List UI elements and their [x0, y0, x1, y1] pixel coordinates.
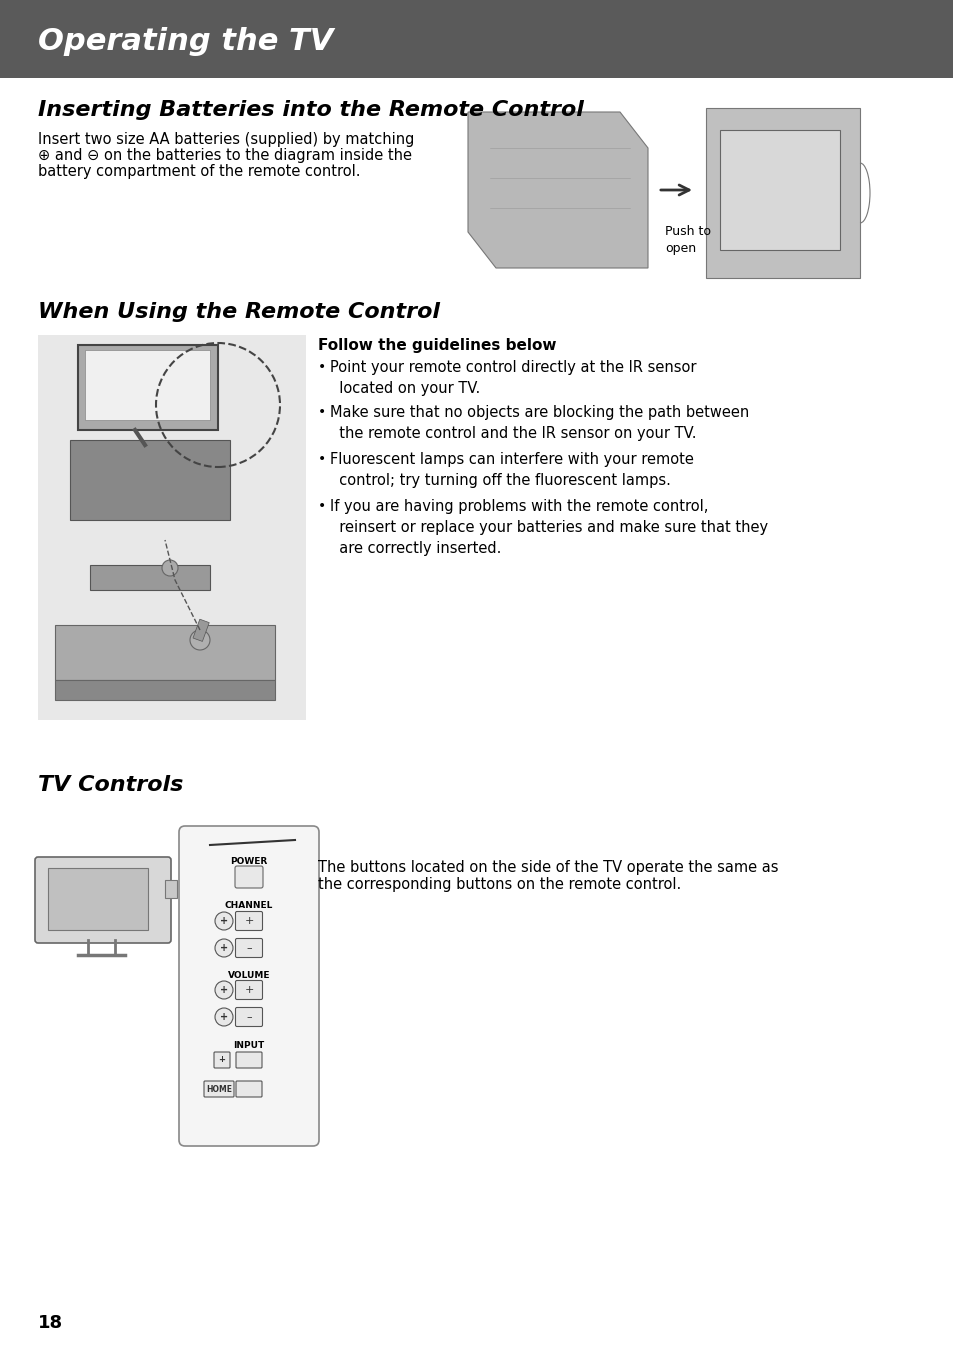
FancyBboxPatch shape — [235, 1008, 262, 1026]
Text: +: + — [220, 917, 228, 926]
Text: battery compartment of the remote control.: battery compartment of the remote contro… — [38, 164, 360, 179]
Text: +: + — [220, 1012, 228, 1022]
Text: INPUT: INPUT — [233, 1040, 264, 1050]
FancyBboxPatch shape — [235, 1052, 262, 1069]
Text: +: + — [244, 917, 253, 926]
Text: TV Controls: TV Controls — [38, 776, 183, 795]
Polygon shape — [705, 108, 859, 278]
FancyBboxPatch shape — [235, 938, 262, 957]
Circle shape — [214, 980, 233, 999]
Text: Follow the guidelines below: Follow the guidelines below — [317, 338, 556, 353]
Bar — [55, 679, 274, 700]
FancyBboxPatch shape — [234, 866, 263, 888]
Text: HOME: HOME — [206, 1085, 232, 1093]
Bar — [90, 565, 210, 590]
Text: POWER: POWER — [230, 857, 268, 866]
Bar — [38, 335, 306, 720]
FancyBboxPatch shape — [179, 826, 318, 1146]
Bar — [70, 439, 230, 519]
Bar — [55, 625, 274, 679]
Bar — [193, 620, 209, 641]
FancyBboxPatch shape — [235, 980, 262, 999]
Bar — [0, 0, 953, 79]
FancyBboxPatch shape — [213, 1052, 230, 1069]
Text: •: • — [317, 405, 326, 419]
Text: Inserting Batteries into the Remote Control: Inserting Batteries into the Remote Cont… — [38, 100, 583, 119]
Text: –: – — [246, 1012, 252, 1022]
Text: –: – — [246, 942, 252, 953]
Text: Insert two size AA batteries (supplied) by matching: Insert two size AA batteries (supplied) … — [38, 132, 414, 146]
Bar — [48, 868, 148, 930]
Text: When Using the Remote Control: When Using the Remote Control — [38, 302, 439, 321]
Bar — [85, 350, 210, 420]
Text: If you are having problems with the remote control,
  reinsert or replace your b: If you are having problems with the remo… — [330, 499, 767, 556]
Text: +: + — [220, 942, 228, 953]
FancyBboxPatch shape — [204, 1081, 233, 1097]
Text: •: • — [317, 359, 326, 374]
Text: Operating the TV: Operating the TV — [38, 27, 333, 57]
Text: +: + — [244, 984, 253, 995]
Polygon shape — [468, 113, 647, 268]
Circle shape — [190, 631, 210, 650]
Circle shape — [214, 913, 233, 930]
Text: Make sure that no objects are blocking the path between
  the remote control and: Make sure that no objects are blocking t… — [330, 405, 748, 441]
Text: +: + — [220, 984, 228, 995]
Text: +: + — [218, 1055, 225, 1064]
Text: The buttons located on the side of the TV operate the same as: The buttons located on the side of the T… — [317, 860, 778, 875]
Text: •: • — [317, 452, 326, 466]
Bar — [165, 880, 177, 898]
Circle shape — [162, 560, 178, 576]
FancyBboxPatch shape — [235, 911, 262, 930]
Text: the corresponding buttons on the remote control.: the corresponding buttons on the remote … — [317, 877, 680, 892]
Text: VOLUME: VOLUME — [228, 971, 270, 979]
Circle shape — [214, 938, 233, 957]
Text: •: • — [317, 499, 326, 513]
Text: 18: 18 — [38, 1314, 63, 1332]
FancyBboxPatch shape — [235, 1081, 262, 1097]
Bar — [720, 130, 840, 250]
Circle shape — [214, 1008, 233, 1026]
Text: ⊕ and ⊖ on the batteries to the diagram inside the: ⊕ and ⊖ on the batteries to the diagram … — [38, 148, 412, 163]
Text: CHANNEL: CHANNEL — [225, 902, 273, 910]
Text: Fluorescent lamps can interfere with your remote
  control; try turning off the : Fluorescent lamps can interfere with you… — [330, 452, 693, 488]
Text: Push to
open: Push to open — [664, 225, 710, 255]
Bar — [78, 344, 218, 430]
Text: Point your remote control directly at the IR sensor
  located on your TV.: Point your remote control directly at th… — [330, 359, 696, 396]
FancyBboxPatch shape — [35, 857, 171, 942]
